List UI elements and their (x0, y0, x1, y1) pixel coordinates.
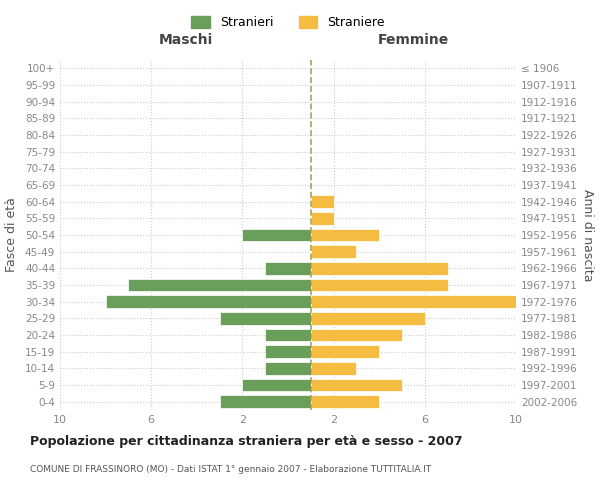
Bar (311, 196, 334, 208)
Bar (311, 296, 516, 308)
Bar (265, 329, 311, 341)
Bar (242, 229, 311, 241)
Bar (311, 279, 448, 291)
Y-axis label: Fasce di età: Fasce di età (5, 198, 18, 272)
Text: Maschi: Maschi (158, 32, 212, 46)
Text: Femmine: Femmine (378, 32, 449, 46)
Bar (265, 262, 311, 274)
Bar (265, 346, 311, 358)
Bar (311, 362, 356, 374)
Bar (106, 296, 311, 308)
Bar (128, 279, 311, 291)
Bar (220, 312, 311, 324)
Bar (311, 346, 379, 358)
Bar (265, 362, 311, 374)
Bar (311, 262, 448, 274)
Bar (311, 379, 402, 391)
Bar (220, 396, 311, 408)
Legend: Stranieri, Straniere: Stranieri, Straniere (186, 11, 390, 34)
Text: COMUNE DI FRASSINORO (MO) - Dati ISTAT 1° gennaio 2007 - Elaborazione TUTTITALIA: COMUNE DI FRASSINORO (MO) - Dati ISTAT 1… (30, 465, 431, 474)
Bar (242, 379, 311, 391)
Bar (311, 229, 379, 241)
Y-axis label: Anni di nascita: Anni di nascita (581, 188, 594, 281)
Bar (311, 246, 356, 258)
Bar (311, 329, 402, 341)
Bar (311, 212, 334, 224)
Text: Popolazione per cittadinanza straniera per età e sesso - 2007: Popolazione per cittadinanza straniera p… (30, 435, 463, 448)
Bar (311, 312, 425, 324)
Bar (311, 396, 379, 408)
